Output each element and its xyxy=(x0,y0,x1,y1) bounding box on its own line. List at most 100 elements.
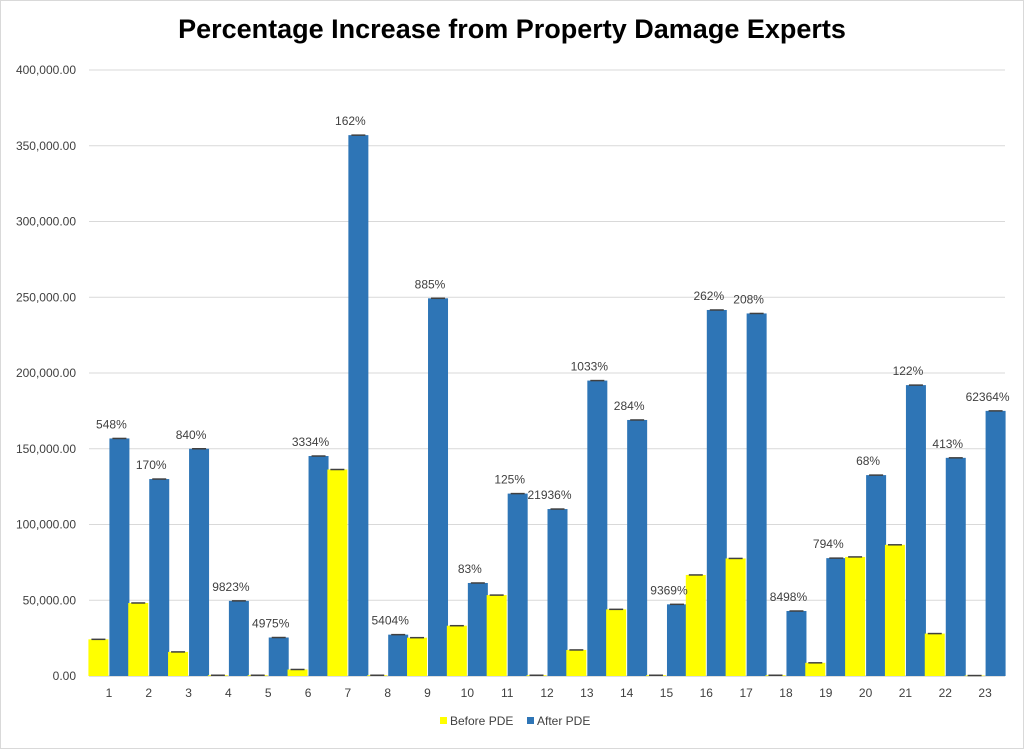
bar-after-pde xyxy=(786,611,807,676)
legend-label: After PDE xyxy=(537,714,590,728)
bar-after-pde xyxy=(866,475,887,676)
x-axis-ticks: 1 2 3 4 5 6 7 8 9 10 11 12 13 14 15 16 17 18 19 20 21 22 23 xyxy=(106,686,993,700)
data-label: 21936% xyxy=(527,488,571,502)
bar-after-pde xyxy=(149,479,170,676)
x-tick-label: 22 xyxy=(939,686,953,700)
data-label: 548% xyxy=(96,417,127,431)
x-tick-label: 15 xyxy=(660,686,674,700)
data-labels: 548% 170% 840% 9823% 4975% 3334% 162% 5404% 885%… xyxy=(96,114,1010,630)
bar-after-pde xyxy=(826,558,847,676)
bar-after-pde xyxy=(985,410,1006,676)
x-tick-label: 8 xyxy=(384,686,391,700)
data-label: 5404% xyxy=(372,614,410,628)
x-tick-label: 20 xyxy=(859,686,873,700)
data-label: 8498% xyxy=(770,590,808,604)
bar-after-pde xyxy=(666,604,687,676)
data-label: 3334% xyxy=(292,435,330,449)
bar-after-pde xyxy=(467,582,488,676)
data-label: 162% xyxy=(335,114,366,128)
bar-after-pde xyxy=(308,456,329,676)
bar-after-pde xyxy=(945,457,966,676)
x-tick-label: 9 xyxy=(424,686,431,700)
bar-before-pde xyxy=(805,662,826,676)
x-tick-label: 19 xyxy=(819,686,833,700)
data-label: 4975% xyxy=(252,617,290,631)
x-tick-label: 5 xyxy=(265,686,272,700)
data-label: 840% xyxy=(176,428,207,442)
data-label: 122% xyxy=(893,364,924,378)
bar-after-pde xyxy=(428,298,449,676)
data-label: 68% xyxy=(856,454,880,468)
data-label: 284% xyxy=(614,399,645,413)
x-tick-label: 17 xyxy=(739,686,753,700)
y-tick-label: 150,000.00 xyxy=(16,442,76,456)
data-label: 1033% xyxy=(571,360,609,374)
legend-label: Before PDE xyxy=(450,714,513,728)
data-label: 208% xyxy=(733,292,764,306)
bar-after-pde xyxy=(746,313,767,676)
x-tick-label: 10 xyxy=(461,686,475,700)
bar-after-pde xyxy=(268,637,289,676)
x-tick-label: 11 xyxy=(501,686,514,700)
legend-swatch xyxy=(440,717,447,724)
data-label: 170% xyxy=(136,458,167,472)
x-tick-label: 16 xyxy=(700,686,714,700)
bar-after-pde xyxy=(706,309,727,676)
data-label: 83% xyxy=(458,562,482,576)
data-label: 262% xyxy=(693,289,724,303)
x-tick-label: 23 xyxy=(978,686,992,700)
bar-before-pde xyxy=(446,625,467,676)
bar-after-pde xyxy=(348,135,369,676)
x-tick-label: 12 xyxy=(540,686,554,700)
data-label: 9369% xyxy=(650,583,688,597)
bar-after-pde xyxy=(547,509,568,676)
bar-after-pde xyxy=(189,448,210,676)
chart-title: Percentage Increase from Property Damage… xyxy=(178,14,846,44)
x-tick-label: 1 xyxy=(106,686,113,700)
data-label: 413% xyxy=(932,437,963,451)
x-tick-label: 3 xyxy=(185,686,192,700)
bar-before-pde xyxy=(566,649,587,676)
y-tick-label: 300,000.00 xyxy=(16,215,76,229)
data-label: 125% xyxy=(494,473,525,487)
bar-before-pde xyxy=(407,637,428,676)
y-tick-label: 100,000.00 xyxy=(16,518,76,532)
bar-after-pde xyxy=(627,419,648,676)
bar-before-pde xyxy=(606,609,627,676)
y-axis-ticks: 0.00 50,000.00 100,000.00 150,000.00 200,000… xyxy=(16,63,76,683)
bar-before-pde xyxy=(924,633,945,676)
bar-before-pde xyxy=(884,544,905,676)
x-tick-label: 6 xyxy=(305,686,312,700)
data-label: 9823% xyxy=(212,580,250,594)
legend-swatch xyxy=(527,717,534,724)
bar-after-pde xyxy=(109,438,130,676)
data-label: 885% xyxy=(415,277,446,291)
bar-before-pde xyxy=(486,595,507,676)
x-tick-label: 13 xyxy=(580,686,594,700)
bar-after-pde xyxy=(507,493,528,676)
x-tick-label: 7 xyxy=(345,686,352,700)
y-tick-label: 50,000.00 xyxy=(23,593,77,607)
bar-before-pde xyxy=(287,669,308,676)
bar-before-pde xyxy=(168,651,189,676)
bar-before-pde xyxy=(845,556,866,676)
bar-before-pde xyxy=(327,469,348,676)
bar-after-pde xyxy=(228,600,249,676)
bar-after-pde xyxy=(388,634,409,676)
y-tick-label: 400,000.00 xyxy=(16,63,76,77)
y-tick-label: 250,000.00 xyxy=(16,290,76,304)
x-tick-label: 18 xyxy=(779,686,793,700)
x-tick-label: 4 xyxy=(225,686,232,700)
bar-before-pde xyxy=(685,574,706,676)
data-label: 794% xyxy=(813,537,844,551)
y-tick-label: 350,000.00 xyxy=(16,139,76,153)
y-tick-label: 200,000.00 xyxy=(16,366,76,380)
x-tick-label: 21 xyxy=(899,686,913,700)
bar-before-pde xyxy=(725,558,746,676)
legend: Before PDE After PDE xyxy=(440,714,590,728)
bar-before-pde xyxy=(88,639,109,676)
bar-before-pde xyxy=(128,602,149,676)
bar-after-pde xyxy=(905,385,926,676)
x-tick-label: 14 xyxy=(620,686,634,700)
